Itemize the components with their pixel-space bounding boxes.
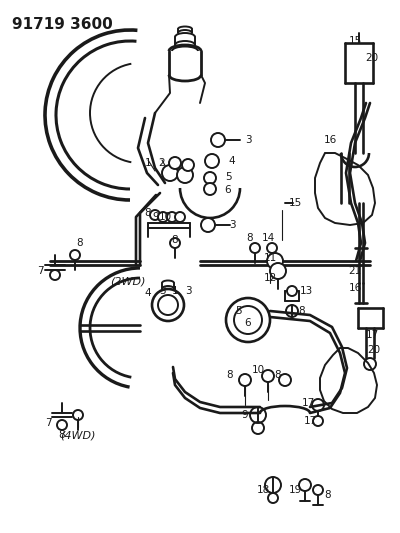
Circle shape [158, 295, 178, 315]
Circle shape [270, 263, 286, 279]
Text: 3: 3 [245, 135, 251, 145]
Text: 8: 8 [275, 370, 281, 380]
Text: 16: 16 [348, 283, 362, 293]
Text: 15: 15 [288, 198, 302, 208]
Circle shape [182, 159, 194, 171]
Text: 10: 10 [252, 365, 264, 375]
Circle shape [175, 212, 185, 222]
Text: 5: 5 [225, 172, 231, 182]
Text: 7: 7 [45, 418, 51, 428]
Text: 8: 8 [59, 430, 65, 440]
Text: 4: 4 [145, 288, 151, 298]
Circle shape [204, 172, 216, 184]
Text: 5: 5 [235, 306, 241, 316]
Circle shape [167, 212, 177, 222]
Text: 18: 18 [256, 485, 270, 495]
Text: 2: 2 [159, 158, 165, 168]
Circle shape [287, 286, 297, 296]
Circle shape [169, 157, 181, 169]
Text: 11: 11 [263, 253, 277, 263]
Circle shape [204, 183, 216, 195]
Text: (4WD): (4WD) [60, 430, 96, 440]
Text: 8: 8 [325, 490, 331, 500]
Circle shape [162, 165, 178, 181]
Text: 17: 17 [301, 398, 315, 408]
Text: 4: 4 [229, 156, 235, 166]
Text: 12: 12 [263, 273, 277, 283]
Text: 1: 1 [172, 286, 178, 296]
Circle shape [177, 167, 193, 183]
Circle shape [226, 298, 270, 342]
Circle shape [150, 210, 160, 220]
Circle shape [267, 253, 283, 269]
Circle shape [211, 133, 225, 147]
Text: 91719 3600: 91719 3600 [12, 17, 113, 32]
Text: 3: 3 [229, 220, 235, 230]
Text: 3: 3 [159, 286, 165, 296]
Circle shape [170, 238, 180, 248]
Text: 20: 20 [366, 53, 378, 63]
Text: 21: 21 [348, 266, 362, 276]
Text: 3: 3 [185, 286, 191, 296]
Circle shape [158, 212, 168, 222]
Text: 8: 8 [227, 370, 233, 380]
Text: 14: 14 [261, 233, 275, 243]
Text: 8: 8 [172, 235, 178, 245]
Text: 8: 8 [145, 208, 151, 218]
Text: 7: 7 [37, 266, 43, 276]
Text: 8: 8 [77, 238, 83, 248]
Text: 19: 19 [288, 485, 302, 495]
Text: 16: 16 [323, 135, 337, 145]
Circle shape [201, 218, 215, 232]
Circle shape [152, 289, 184, 321]
Text: 20: 20 [368, 345, 380, 355]
Text: (2WD): (2WD) [110, 277, 146, 287]
Circle shape [205, 154, 219, 168]
Text: 6: 6 [245, 318, 251, 328]
Text: 15: 15 [348, 36, 362, 46]
Text: 17: 17 [365, 330, 379, 340]
Text: 9: 9 [242, 410, 248, 420]
Text: 17: 17 [303, 416, 317, 426]
Text: 6: 6 [225, 185, 231, 195]
Text: 1: 1 [145, 158, 151, 168]
Text: 9: 9 [153, 212, 159, 222]
Text: 13: 13 [299, 286, 313, 296]
Text: 10: 10 [158, 212, 172, 222]
Text: 8: 8 [299, 306, 305, 316]
Circle shape [234, 306, 262, 334]
Text: 8: 8 [247, 233, 253, 243]
